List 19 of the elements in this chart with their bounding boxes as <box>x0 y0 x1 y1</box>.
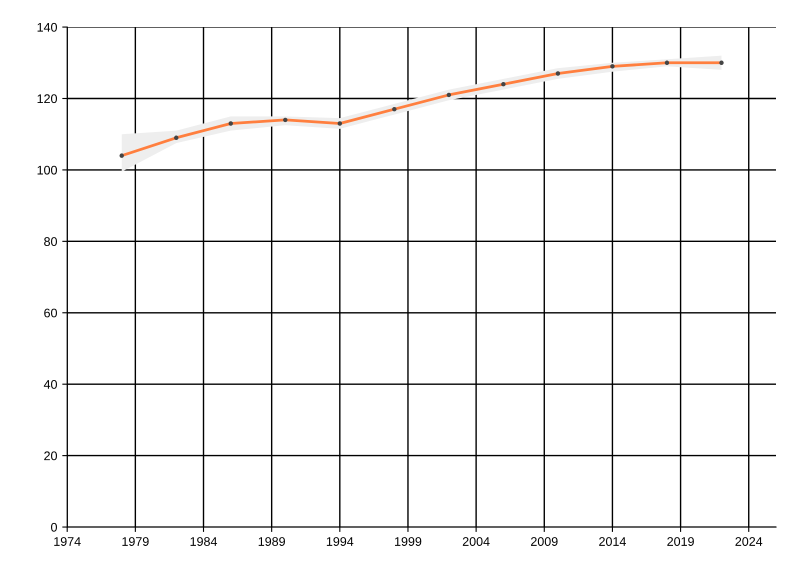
y-tick-label: 80 <box>44 237 57 246</box>
x-tick-label: 2019 <box>667 537 694 546</box>
x-tick-label: 2004 <box>462 537 490 546</box>
x-tick-label: 1989 <box>258 537 285 546</box>
x-tick-label: 1999 <box>395 537 422 546</box>
x-tick-label: 2024 <box>735 537 762 546</box>
y-tick-label: 0 <box>51 522 57 532</box>
y-tick-label: 40 <box>44 380 57 389</box>
x-tick-label: 2014 <box>599 537 626 546</box>
x-tick-label: 1979 <box>122 537 149 546</box>
x-tick-label: 1974 <box>54 537 81 546</box>
y-tick-label: 120 <box>38 94 57 104</box>
y-tick-label: 140 <box>38 22 57 32</box>
y-tick-label: 20 <box>44 451 57 460</box>
y-tick-label: 100 <box>38 166 57 175</box>
x-tick-label: 1984 <box>190 537 218 546</box>
x-tick-label: 1994 <box>326 537 354 546</box>
y-tick-label: 60 <box>44 308 57 318</box>
x-tick-label: 2009 <box>531 537 558 546</box>
